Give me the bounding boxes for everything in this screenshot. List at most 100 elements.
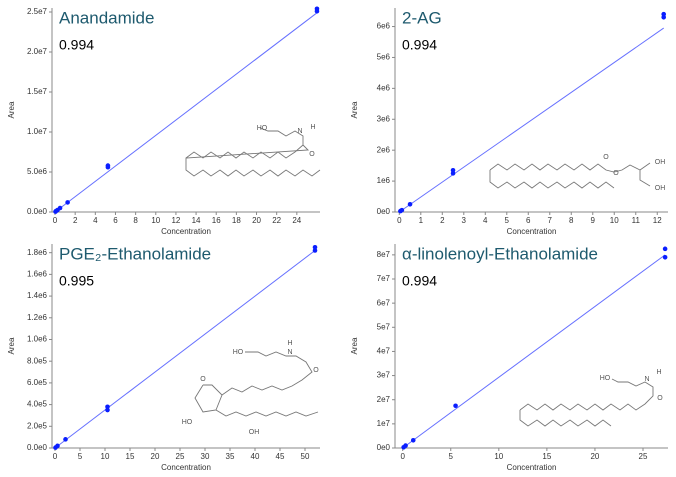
x-tick-label: 1 bbox=[419, 216, 424, 225]
x-tick-label: 0 bbox=[397, 216, 402, 225]
fit-line bbox=[54, 12, 318, 213]
y-axis-label: Area bbox=[7, 101, 16, 118]
data-point bbox=[453, 403, 458, 409]
x-tick-label: 0 bbox=[53, 216, 58, 225]
x-tick-label: 6 bbox=[113, 216, 118, 225]
x-tick-label: 22 bbox=[272, 216, 281, 225]
molecule bbox=[185, 144, 321, 177]
molecule-drawings bbox=[185, 127, 654, 427]
structure-label: HO bbox=[257, 125, 268, 132]
structure-label: H bbox=[287, 340, 292, 347]
x-tick-label: 8 bbox=[569, 216, 574, 225]
data-point bbox=[57, 205, 63, 211]
x-tick-label: 10 bbox=[151, 216, 160, 225]
x-tick-label: 40 bbox=[251, 452, 260, 461]
data-point bbox=[403, 443, 408, 448]
y-tick-label: 6.0e5 bbox=[27, 378, 48, 387]
x-axis-label: Concentration bbox=[161, 227, 211, 236]
x-tick-label: 6 bbox=[526, 216, 531, 225]
x-tick-label: 10 bbox=[101, 452, 110, 461]
data-point bbox=[450, 167, 456, 173]
chart-title: Anandamide bbox=[59, 8, 154, 27]
x-axis-label: Concentration bbox=[161, 463, 211, 472]
y-tick-label: 1.6e6 bbox=[27, 269, 48, 278]
data-point bbox=[105, 163, 111, 168]
fit-line bbox=[402, 254, 666, 449]
structure-label: H bbox=[656, 369, 661, 376]
molecule bbox=[489, 162, 651, 187]
structure-label: O bbox=[309, 151, 315, 158]
x-tick-label: 16 bbox=[212, 216, 221, 225]
data-point bbox=[662, 254, 668, 260]
data-point bbox=[314, 6, 320, 12]
data-point bbox=[105, 404, 110, 410]
y-tick-label: 4e7 bbox=[377, 347, 391, 356]
annotation: 0.994 bbox=[402, 37, 437, 53]
y-tick-label: 2.5e7 bbox=[27, 7, 48, 16]
x-tick-label: 50 bbox=[301, 452, 310, 461]
y-tick-label: 1.0e6 bbox=[27, 335, 48, 344]
structure-label: N bbox=[297, 128, 302, 135]
x-tick-label: 9 bbox=[591, 216, 596, 225]
x-tick-label: 5 bbox=[78, 452, 83, 461]
y-tick-label: 1.2e6 bbox=[27, 313, 48, 322]
x-tick-label: 5 bbox=[505, 216, 510, 225]
structure-label: O bbox=[200, 376, 206, 383]
data-point bbox=[63, 437, 68, 442]
structure-label: O bbox=[313, 367, 319, 374]
x-tick-label: 25 bbox=[176, 452, 185, 461]
chart-title: α-linolenoyl-Ethanolamide bbox=[402, 244, 598, 263]
y-tick-label: 8.0e5 bbox=[27, 356, 48, 365]
x-tick-label: 10 bbox=[610, 216, 619, 225]
structure-label: OH bbox=[249, 429, 260, 436]
x-tick-label: 20 bbox=[151, 452, 160, 461]
y-tick-label: 8e7 bbox=[377, 250, 391, 259]
y-tick-label: 2.0e5 bbox=[27, 421, 48, 430]
annotation: 0.995 bbox=[59, 273, 94, 289]
data-point bbox=[662, 246, 668, 252]
y-tick-label: 4e6 bbox=[377, 83, 391, 92]
x-tick-label: 35 bbox=[226, 452, 235, 461]
x-tick-label: 0 bbox=[400, 452, 405, 461]
data-point bbox=[55, 443, 60, 449]
data-point bbox=[312, 244, 318, 250]
data-point bbox=[399, 207, 405, 213]
fit-line bbox=[54, 250, 316, 449]
structure-label: N bbox=[287, 349, 292, 356]
x-tick-label: 15 bbox=[542, 452, 551, 461]
structure-label: OH bbox=[655, 185, 666, 192]
y-tick-label: 1.5e7 bbox=[27, 87, 48, 96]
y-tick-label: 1.0e7 bbox=[27, 127, 48, 136]
molecule bbox=[194, 384, 223, 413]
x-tick-label: 3 bbox=[462, 216, 467, 225]
x-tick-label: 20 bbox=[590, 452, 599, 461]
x-tick-label: 2 bbox=[73, 216, 78, 225]
structure-label: N bbox=[644, 376, 649, 383]
x-tick-label: 10 bbox=[494, 452, 503, 461]
y-tick-label: 5e7 bbox=[377, 322, 391, 331]
y-tick-label: 6e6 bbox=[377, 22, 391, 31]
y-axis-label: Area bbox=[350, 101, 359, 118]
structure-label: O bbox=[657, 395, 663, 402]
y-tick-label: 5.0e6 bbox=[27, 167, 48, 176]
x-tick-label: 15 bbox=[126, 452, 135, 461]
annotation: 0.994 bbox=[59, 37, 94, 53]
x-tick-label: 4 bbox=[93, 216, 98, 225]
molecule bbox=[215, 409, 319, 417]
data-point bbox=[312, 248, 318, 253]
molecule bbox=[489, 170, 615, 189]
y-tick-label: 0.0e0 bbox=[27, 443, 48, 452]
y-tick-label: 2e7 bbox=[377, 395, 391, 404]
x-tick-label: 5 bbox=[449, 452, 454, 461]
chart-title: 2-AG bbox=[402, 8, 442, 27]
annotation: 0.994 bbox=[402, 273, 437, 289]
x-tick-label: 8 bbox=[133, 216, 138, 225]
y-tick-label: 1e7 bbox=[377, 419, 391, 428]
molecule bbox=[519, 378, 654, 411]
y-tick-label: 3e7 bbox=[377, 371, 391, 380]
y-tick-label: 2.0e7 bbox=[27, 47, 48, 56]
x-tick-label: 18 bbox=[232, 216, 241, 225]
y-tick-label: 4.0e5 bbox=[27, 400, 48, 409]
y-tick-label: 1.8e6 bbox=[27, 248, 48, 257]
